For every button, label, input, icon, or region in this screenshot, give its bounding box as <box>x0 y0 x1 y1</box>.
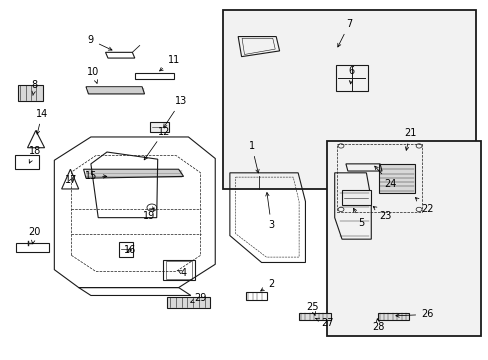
Text: 17: 17 <box>65 175 78 185</box>
Text: 8: 8 <box>32 80 38 95</box>
Bar <box>222 10 475 189</box>
Bar <box>163 260 194 280</box>
Bar <box>167 297 210 308</box>
Bar <box>18 85 43 101</box>
Text: 23: 23 <box>372 207 391 221</box>
Bar <box>341 190 370 205</box>
Text: 13: 13 <box>163 96 187 127</box>
Bar <box>150 122 169 132</box>
Text: 15: 15 <box>84 171 106 181</box>
Text: 5: 5 <box>353 208 364 228</box>
Bar <box>165 261 192 279</box>
Text: 4: 4 <box>177 268 186 278</box>
Text: 16: 16 <box>123 245 136 255</box>
Text: 6: 6 <box>348 66 354 84</box>
Text: 25: 25 <box>306 302 318 315</box>
Bar <box>327 140 480 336</box>
Bar <box>377 313 408 320</box>
Bar <box>378 164 414 193</box>
Text: 2: 2 <box>260 279 274 291</box>
Text: 12: 12 <box>144 127 170 160</box>
Text: 24: 24 <box>374 166 396 189</box>
Text: 27: 27 <box>315 318 333 328</box>
Text: 19: 19 <box>143 208 155 221</box>
Text: 9: 9 <box>88 35 112 50</box>
Text: 28: 28 <box>372 319 384 332</box>
Text: 11: 11 <box>159 55 180 71</box>
Text: 29: 29 <box>190 293 206 303</box>
Bar <box>119 242 133 257</box>
Text: 18: 18 <box>29 146 41 163</box>
Text: 7: 7 <box>337 19 352 47</box>
Text: 20: 20 <box>29 227 41 244</box>
Bar <box>15 155 39 169</box>
Bar <box>335 65 367 91</box>
Text: 14: 14 <box>36 109 48 134</box>
Bar <box>246 292 266 300</box>
Text: 1: 1 <box>248 141 259 173</box>
Text: 26: 26 <box>395 310 433 319</box>
Bar <box>299 313 330 320</box>
Text: 3: 3 <box>265 193 274 230</box>
Text: 10: 10 <box>87 67 99 84</box>
Text: 22: 22 <box>414 198 433 214</box>
Text: 21: 21 <box>403 129 416 150</box>
